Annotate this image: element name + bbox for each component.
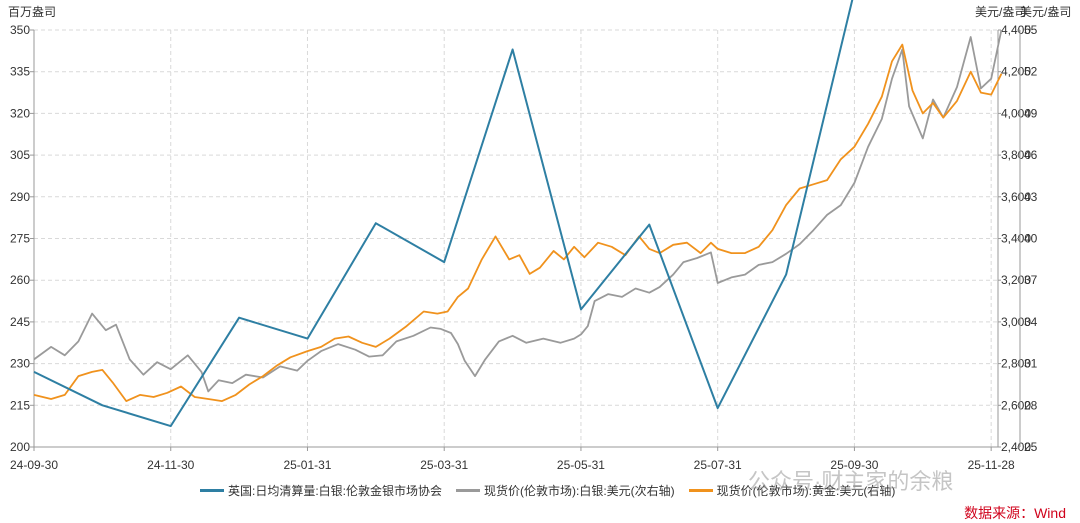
left-tick-label: 200 bbox=[10, 440, 30, 454]
left-tick-label: 320 bbox=[10, 106, 30, 120]
legend-item-silver-clearing: 英国:日均清算量:白银:伦敦金银市场协会 bbox=[200, 482, 442, 499]
right-tick-label-b: 2,800 bbox=[1001, 357, 1031, 371]
right-tick-label-a: 28 bbox=[1024, 398, 1038, 412]
x-tick-label: 24-09-30 bbox=[10, 458, 58, 472]
right-tick-label-a: 40 bbox=[1024, 232, 1038, 246]
right-tick-label-a: 52 bbox=[1024, 65, 1038, 79]
left-tick-label: 260 bbox=[10, 273, 30, 287]
series-line-2 bbox=[33, 43, 1003, 402]
x-tick-label: 25-01-31 bbox=[283, 458, 331, 472]
right-tick-label-b: 4,400 bbox=[1001, 23, 1031, 37]
x-tick-label: 25-11-28 bbox=[968, 458, 1015, 472]
legend-item-silver-price: 现货价(伦敦市场):白银:美元(次右轴) bbox=[456, 482, 675, 499]
left-tick-label: 290 bbox=[10, 190, 30, 204]
left-tick-label: 245 bbox=[10, 315, 30, 329]
left-tick-label: 275 bbox=[10, 232, 30, 246]
left-tick-label: 305 bbox=[10, 148, 30, 162]
right-tick-label-b: 4,200 bbox=[1001, 65, 1031, 79]
right-tick-label-b: 3,200 bbox=[1001, 273, 1031, 287]
right-tick-label-b: 3,000 bbox=[1001, 315, 1031, 329]
legend-label-silver-clearing: 英国:日均清算量:白银:伦敦金银市场协会 bbox=[228, 484, 443, 498]
right-tick-label-a: 55 bbox=[1024, 23, 1038, 37]
right-tick-label-a: 43 bbox=[1024, 190, 1038, 204]
watermark: 公众号·财主家的余粮 bbox=[748, 469, 954, 494]
right-tick-label-b: 3,800 bbox=[1001, 148, 1031, 162]
right-tick-label-b: 3,600 bbox=[1001, 190, 1031, 204]
right-tick-label-a: 49 bbox=[1024, 106, 1038, 120]
legend-label-gold-price: 现货价(伦敦市场):黄金:美元(右轴) bbox=[716, 484, 896, 498]
legend: 英国:日均清算量:白银:伦敦金银市场协会 现货价(伦敦市场):白银:美元(次右轴… bbox=[200, 482, 895, 499]
left-axis-unit: 百万盎司 bbox=[8, 5, 56, 19]
data-source: 数据来源：Wind bbox=[964, 505, 1066, 521]
legend-swatch-gold-price bbox=[688, 489, 713, 492]
right-tick-label-a: 37 bbox=[1024, 273, 1038, 287]
x-tick-label: 25-03-31 bbox=[420, 458, 468, 472]
legend-swatch-silver-clearing bbox=[200, 489, 224, 492]
x-tick-label: 25-05-31 bbox=[557, 458, 605, 472]
right-tick-label-b: 2,400 bbox=[1001, 440, 1031, 454]
legend-swatch-silver-price bbox=[456, 489, 481, 492]
series-line-1 bbox=[33, 29, 1003, 393]
right-axis-unit-a: 美元/盎司 bbox=[1020, 5, 1071, 19]
x-tick-label: 25-09-30 bbox=[830, 458, 878, 472]
left-tick-label: 215 bbox=[10, 398, 30, 412]
left-tick-label: 230 bbox=[10, 357, 30, 371]
x-tick-label: 25-07-31 bbox=[694, 458, 742, 472]
right-tick-label-b: 3,400 bbox=[1001, 232, 1031, 246]
right-tick-label-a: 25 bbox=[1024, 440, 1038, 454]
right-axis-unit-b: 美元/盎司 bbox=[975, 5, 1026, 19]
x-tick-label: 24-11-30 bbox=[147, 458, 194, 472]
legend-label-silver-price: 现货价(伦敦市场):白银:美元(次右轴) bbox=[484, 484, 675, 498]
right-tick-label-a: 31 bbox=[1024, 357, 1038, 371]
series-line-0 bbox=[33, 0, 854, 428]
right-tick-label-a: 46 bbox=[1024, 148, 1038, 162]
right-tick-label-a: 34 bbox=[1024, 315, 1038, 329]
right-tick-label-b: 2,600 bbox=[1001, 398, 1031, 412]
left-tick-label: 350 bbox=[10, 23, 30, 37]
legend-item-gold-price: 现货价(伦敦市场):黄金:美元(右轴) bbox=[688, 482, 896, 499]
right-tick-label-b: 4,000 bbox=[1001, 106, 1031, 120]
left-tick-label: 335 bbox=[10, 65, 30, 79]
